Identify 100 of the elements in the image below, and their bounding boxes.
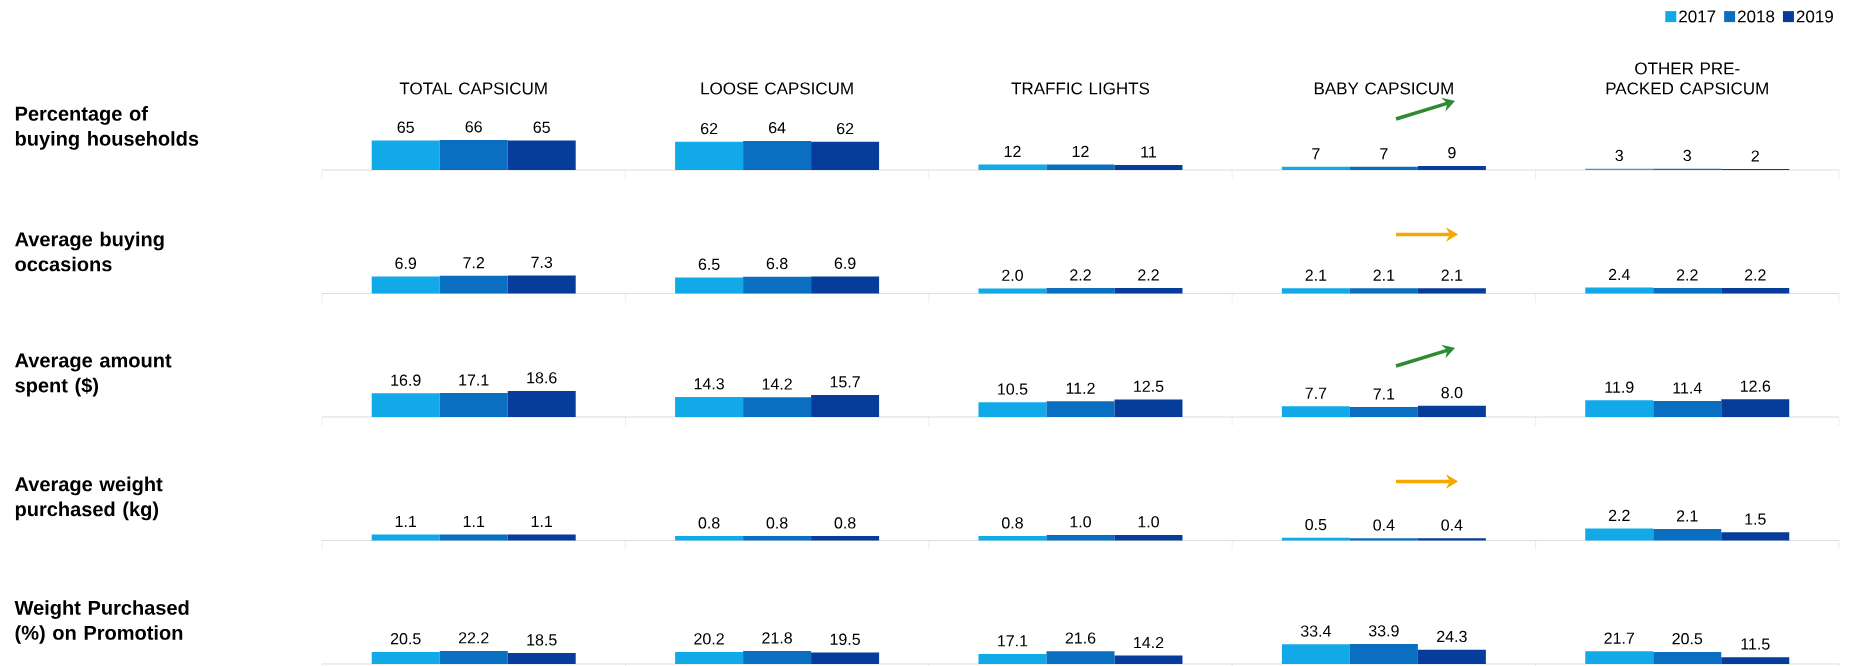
y-axis-title: Average amount spent ($) — [15, 353, 172, 397]
data-label: 2.2 — [1676, 269, 1698, 281]
bar — [1653, 288, 1722, 294]
data-label: 0.8 — [1001, 517, 1023, 529]
data-label: 2 — [1751, 150, 1759, 162]
bar — [1046, 535, 1115, 541]
data-label: 66 — [465, 121, 482, 133]
bar — [811, 141, 880, 170]
bar — [743, 651, 812, 664]
bar — [1281, 288, 1350, 294]
x-tick-label: TRAFFIC LIGHTS — [1011, 82, 1150, 95]
data-label: 12 — [1004, 145, 1021, 157]
data-label: 15.7 — [830, 376, 860, 388]
bar — [439, 139, 508, 170]
data-label: 19.5 — [830, 633, 860, 645]
bar — [371, 140, 440, 170]
bar — [1653, 401, 1722, 417]
y-axis-title: Weight Purchased (%) on Promotion — [14, 600, 189, 644]
data-label: 65 — [397, 121, 414, 133]
data-label: 12.5 — [1134, 380, 1164, 392]
data-label: 1.0 — [1070, 516, 1091, 528]
bar — [439, 650, 508, 664]
data-label: 7.2 — [463, 257, 485, 269]
bar — [1417, 649, 1486, 664]
data-label: 33.4 — [1300, 625, 1331, 637]
data-label: 6.9 — [395, 257, 417, 269]
bar — [1653, 529, 1722, 541]
bar — [743, 397, 812, 417]
bar — [675, 141, 744, 170]
data-label: 2.1 — [1373, 269, 1395, 281]
bar — [1114, 399, 1183, 417]
data-label: 11.4 — [1673, 382, 1702, 394]
bar — [1114, 288, 1183, 294]
x-tick-label: OTHER PRE-PACKED CAPSICUM — [1606, 62, 1768, 95]
data-label: 2.2 — [1138, 269, 1159, 281]
data-label: 17.1 — [459, 374, 489, 386]
bar — [1114, 164, 1183, 170]
data-label: 9 — [1448, 147, 1456, 159]
bar — [1046, 164, 1115, 170]
bar — [371, 393, 440, 417]
bar — [371, 651, 440, 664]
data-label: 0.4 — [1373, 519, 1395, 531]
data-label: 18.6 — [527, 372, 557, 384]
data-label: 3 — [1683, 149, 1691, 162]
data-label: 22.2 — [458, 632, 489, 644]
data-label: 20.5 — [390, 633, 421, 645]
y-axis-title: Percentage of buying households — [15, 106, 199, 150]
bar — [1114, 655, 1183, 664]
data-label: 20.2 — [694, 633, 724, 645]
bar — [978, 653, 1047, 664]
bar — [1349, 288, 1418, 294]
data-label: 11.9 — [1605, 381, 1634, 393]
data-label: 33.9 — [1368, 625, 1399, 637]
data-label: 6.5 — [698, 258, 720, 270]
data-label: 1.1 — [531, 515, 553, 527]
data-label: 12 — [1072, 145, 1089, 157]
data-label: 21.6 — [1065, 632, 1096, 644]
bar — [1114, 535, 1183, 541]
data-label: 1.1 — [463, 515, 485, 527]
data-label: 65 — [533, 121, 550, 133]
data-label: 1.0 — [1138, 516, 1159, 528]
data-label: 6.8 — [766, 257, 788, 270]
data-label: 62 — [701, 122, 718, 135]
bar — [1349, 166, 1418, 170]
bar — [1721, 288, 1790, 294]
data-label: 16.9 — [391, 374, 421, 386]
bar — [1046, 288, 1115, 294]
y-axis-title: Average buying occasions — [15, 231, 164, 272]
bar — [507, 653, 576, 664]
legend-label: 2017 — [1679, 10, 1716, 23]
data-label: 2.2 — [1744, 269, 1766, 281]
data-label: 20.5 — [1672, 633, 1703, 645]
data-label: 2.2 — [1070, 269, 1091, 281]
bar — [1585, 651, 1654, 664]
data-label: 0.8 — [698, 517, 720, 529]
bar — [675, 277, 744, 294]
data-label: 11.5 — [1741, 638, 1770, 650]
bar — [507, 275, 576, 294]
data-label: 11.2 — [1066, 382, 1095, 394]
bar — [1349, 538, 1418, 541]
data-label: 12.6 — [1740, 380, 1771, 392]
data-label: 2.1 — [1441, 269, 1463, 281]
data-label: 14.2 — [762, 378, 792, 390]
bar — [371, 534, 440, 541]
data-label: 1.1 — [395, 515, 417, 527]
data-label: 14.2 — [1134, 636, 1164, 649]
data-label: 18.5 — [527, 634, 557, 646]
bar — [1417, 538, 1486, 541]
data-label: 7 — [1380, 148, 1388, 160]
bar — [507, 534, 576, 541]
legend-label: 2019 — [1796, 10, 1833, 23]
bar — [1281, 644, 1350, 664]
data-label: 3 — [1615, 149, 1623, 162]
bar — [1585, 528, 1654, 541]
bar — [1046, 401, 1115, 417]
legend-label: 2018 — [1737, 10, 1775, 23]
bar — [675, 652, 744, 664]
data-label: 1.5 — [1745, 513, 1766, 525]
bar — [439, 275, 508, 294]
data-label: 7.1 — [1373, 388, 1395, 400]
